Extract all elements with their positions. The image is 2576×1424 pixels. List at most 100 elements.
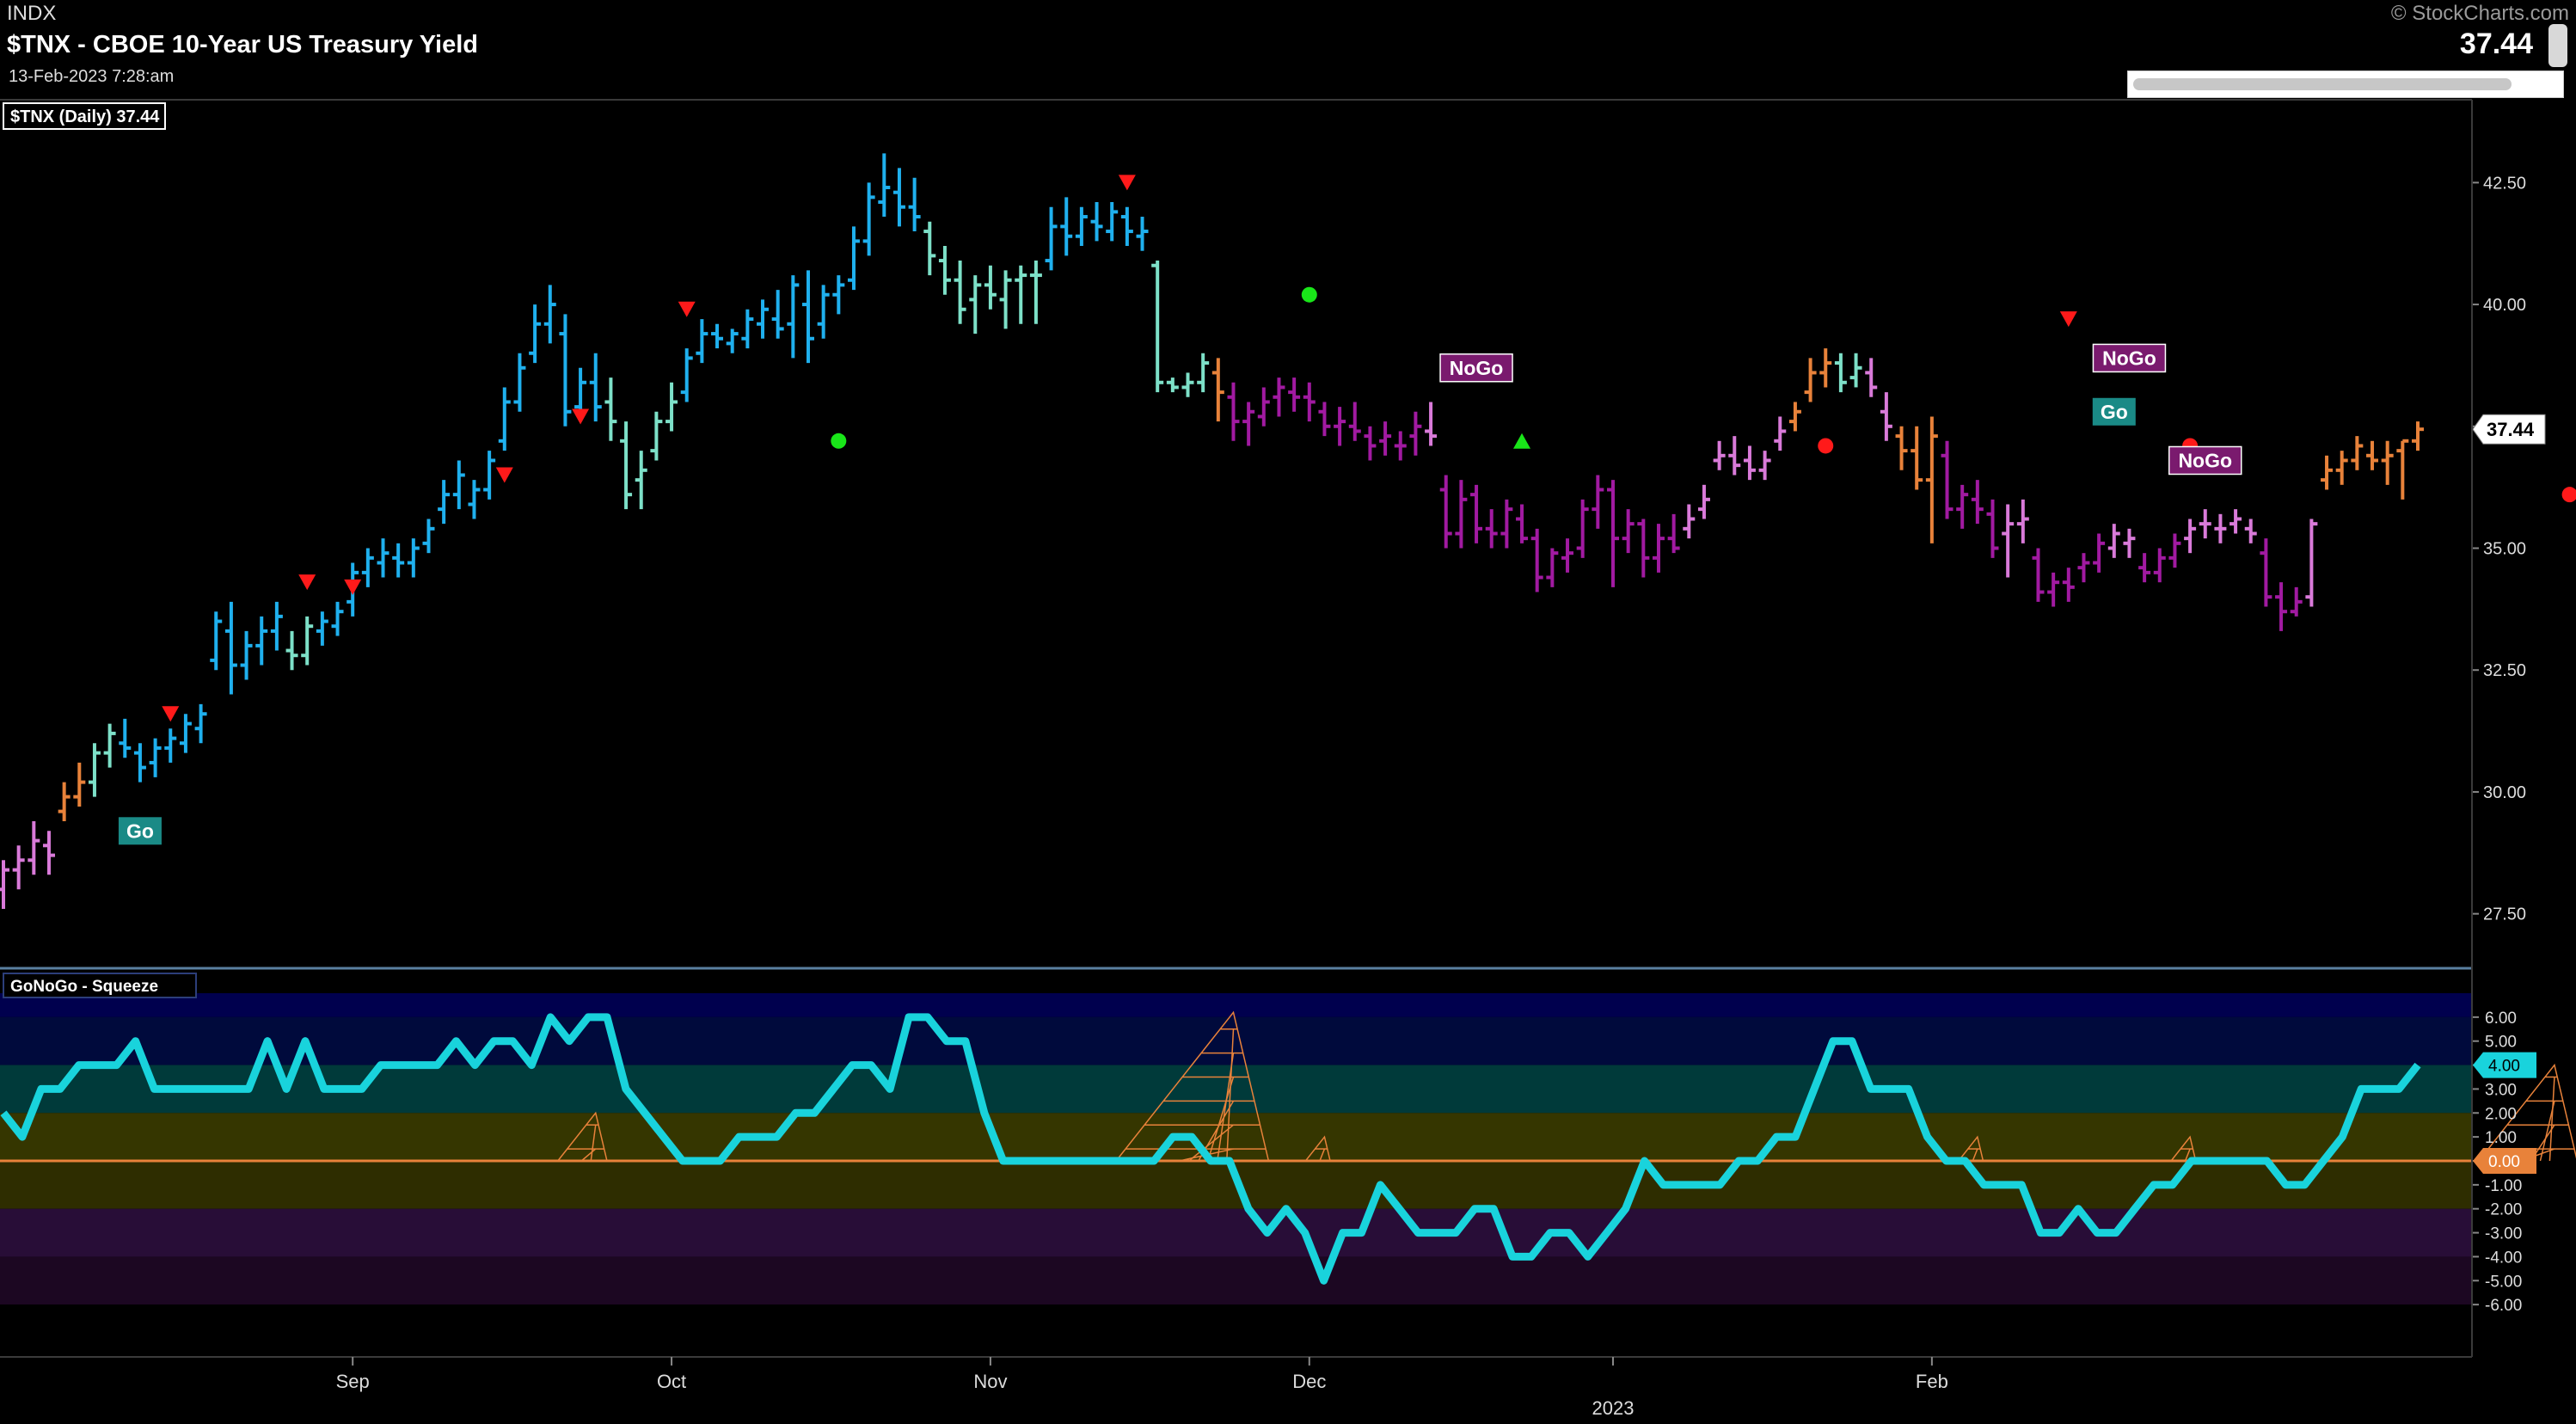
price-bar xyxy=(1273,377,1285,417)
squeeze-brace xyxy=(2548,1077,2555,1162)
indicator-axis-label: -5.00 xyxy=(2485,1273,2522,1291)
price-bar xyxy=(954,261,966,324)
price-bar xyxy=(331,601,344,636)
scrollbar-thumb[interactable] xyxy=(2133,78,2512,90)
nogo-label: NoGo xyxy=(2092,343,2167,373)
price-bar xyxy=(1029,261,1042,324)
squeeze-brace xyxy=(1972,1148,1978,1162)
indicator-axis-label: -3.00 xyxy=(2485,1225,2522,1243)
price-bar xyxy=(255,616,268,666)
price-bars xyxy=(0,153,2424,909)
price-bar xyxy=(711,323,724,349)
price-bar xyxy=(316,611,328,646)
price-bar xyxy=(2168,533,2181,568)
price-bar xyxy=(817,285,830,339)
price-bar xyxy=(513,353,526,412)
price-bar xyxy=(1622,509,1635,554)
price-bar xyxy=(1334,407,1346,446)
price-bar xyxy=(2032,548,2045,602)
price-bar xyxy=(1409,411,1422,456)
squeeze-brace xyxy=(1226,1028,1235,1162)
indicator-zone xyxy=(0,1256,2472,1305)
price-axis-label: 32.50 xyxy=(2483,661,2526,680)
price-bar xyxy=(1045,206,1058,271)
price-bar xyxy=(361,548,374,587)
price-bar xyxy=(2366,440,2379,470)
price-bar xyxy=(1546,548,1559,587)
price-bar xyxy=(1379,421,1392,456)
price-bar xyxy=(1788,402,1801,432)
price-bar xyxy=(2214,513,2227,543)
indicator-panel-label: GoNoGo - Squeeze xyxy=(3,973,197,998)
price-bar xyxy=(1090,202,1103,242)
price-bar xyxy=(1197,353,1210,393)
sell-signal-icon xyxy=(344,579,362,595)
price-bar xyxy=(179,714,192,753)
squeeze-outline xyxy=(2170,1135,2197,1162)
price-bar xyxy=(1211,358,1224,422)
price-bar xyxy=(58,782,71,821)
price-bar xyxy=(1925,416,1938,543)
price-bar xyxy=(1758,451,1771,481)
scroll-handle[interactable] xyxy=(2548,24,2567,67)
price-bar xyxy=(468,480,481,519)
chart-scrollbar[interactable] xyxy=(2127,71,2564,98)
price-panel-label: $TNX (Daily) 37.44 xyxy=(3,102,166,130)
sell-signal-icon xyxy=(1118,175,1136,191)
price-bar xyxy=(2123,528,2136,558)
price-bar xyxy=(908,177,921,232)
price-bar xyxy=(452,460,465,510)
price-bar xyxy=(1075,206,1088,247)
price-bar xyxy=(1728,436,1741,476)
indicator-zone xyxy=(0,1113,2472,1161)
oscillator-tag-box xyxy=(2473,1052,2536,1078)
date-axis: Sep Oct Nov Dec 2023 Feb xyxy=(336,1357,1948,1419)
go-label: Go xyxy=(118,817,162,845)
indicator-zone xyxy=(0,1065,2472,1114)
price-bar xyxy=(1683,504,1696,539)
price-bar xyxy=(483,451,496,500)
price-bar xyxy=(1485,509,1498,549)
price-bar xyxy=(1774,416,1787,451)
indicator-axis-label: 3.00 xyxy=(2485,1081,2517,1099)
price-bar xyxy=(1652,524,1665,573)
squeeze-climb xyxy=(1304,1135,1331,1162)
label-text: Go xyxy=(126,819,154,842)
exchange-label: INDX xyxy=(7,2,57,25)
price-bar xyxy=(103,723,116,768)
price-bar xyxy=(1348,402,1361,441)
price-bar xyxy=(1849,353,1862,388)
price-bar xyxy=(133,743,146,783)
price-bar xyxy=(2107,524,2120,558)
price-bar xyxy=(757,299,770,339)
nogo-dot-icon xyxy=(1818,438,1834,454)
squeeze-outline xyxy=(1304,1135,1331,1162)
indicator-axis-label: -1.00 xyxy=(2485,1177,2522,1195)
label-box xyxy=(2168,445,2242,476)
squeeze-climbs xyxy=(557,1010,2576,1162)
price-bar xyxy=(2184,519,2197,554)
price-bar xyxy=(2077,553,2090,583)
price-bar xyxy=(1516,504,1529,543)
price-bar xyxy=(1880,392,1892,441)
price-bar xyxy=(1804,358,1817,402)
price-bar xyxy=(1971,480,1984,525)
price-bar xyxy=(1607,480,1619,587)
squeeze-brace xyxy=(1188,1124,1234,1162)
squeeze-outline xyxy=(2478,1063,2576,1162)
sell-signal-icon xyxy=(572,408,590,425)
squeeze-brace xyxy=(2184,1148,2191,1162)
price-bar xyxy=(2351,436,2364,470)
squeeze-brace xyxy=(580,1148,597,1162)
price-bar xyxy=(680,348,693,402)
price-bar xyxy=(270,601,283,651)
price-bar xyxy=(771,290,784,339)
squeeze-outline xyxy=(1115,1010,1270,1162)
price-bar xyxy=(1242,402,1255,446)
squeeze-climb xyxy=(1958,1135,1984,1162)
label-box xyxy=(118,817,162,845)
price-bar xyxy=(2093,533,2106,573)
price-bar xyxy=(1166,377,1179,393)
price-bar xyxy=(787,275,800,359)
go-label: Go xyxy=(2092,397,2136,426)
